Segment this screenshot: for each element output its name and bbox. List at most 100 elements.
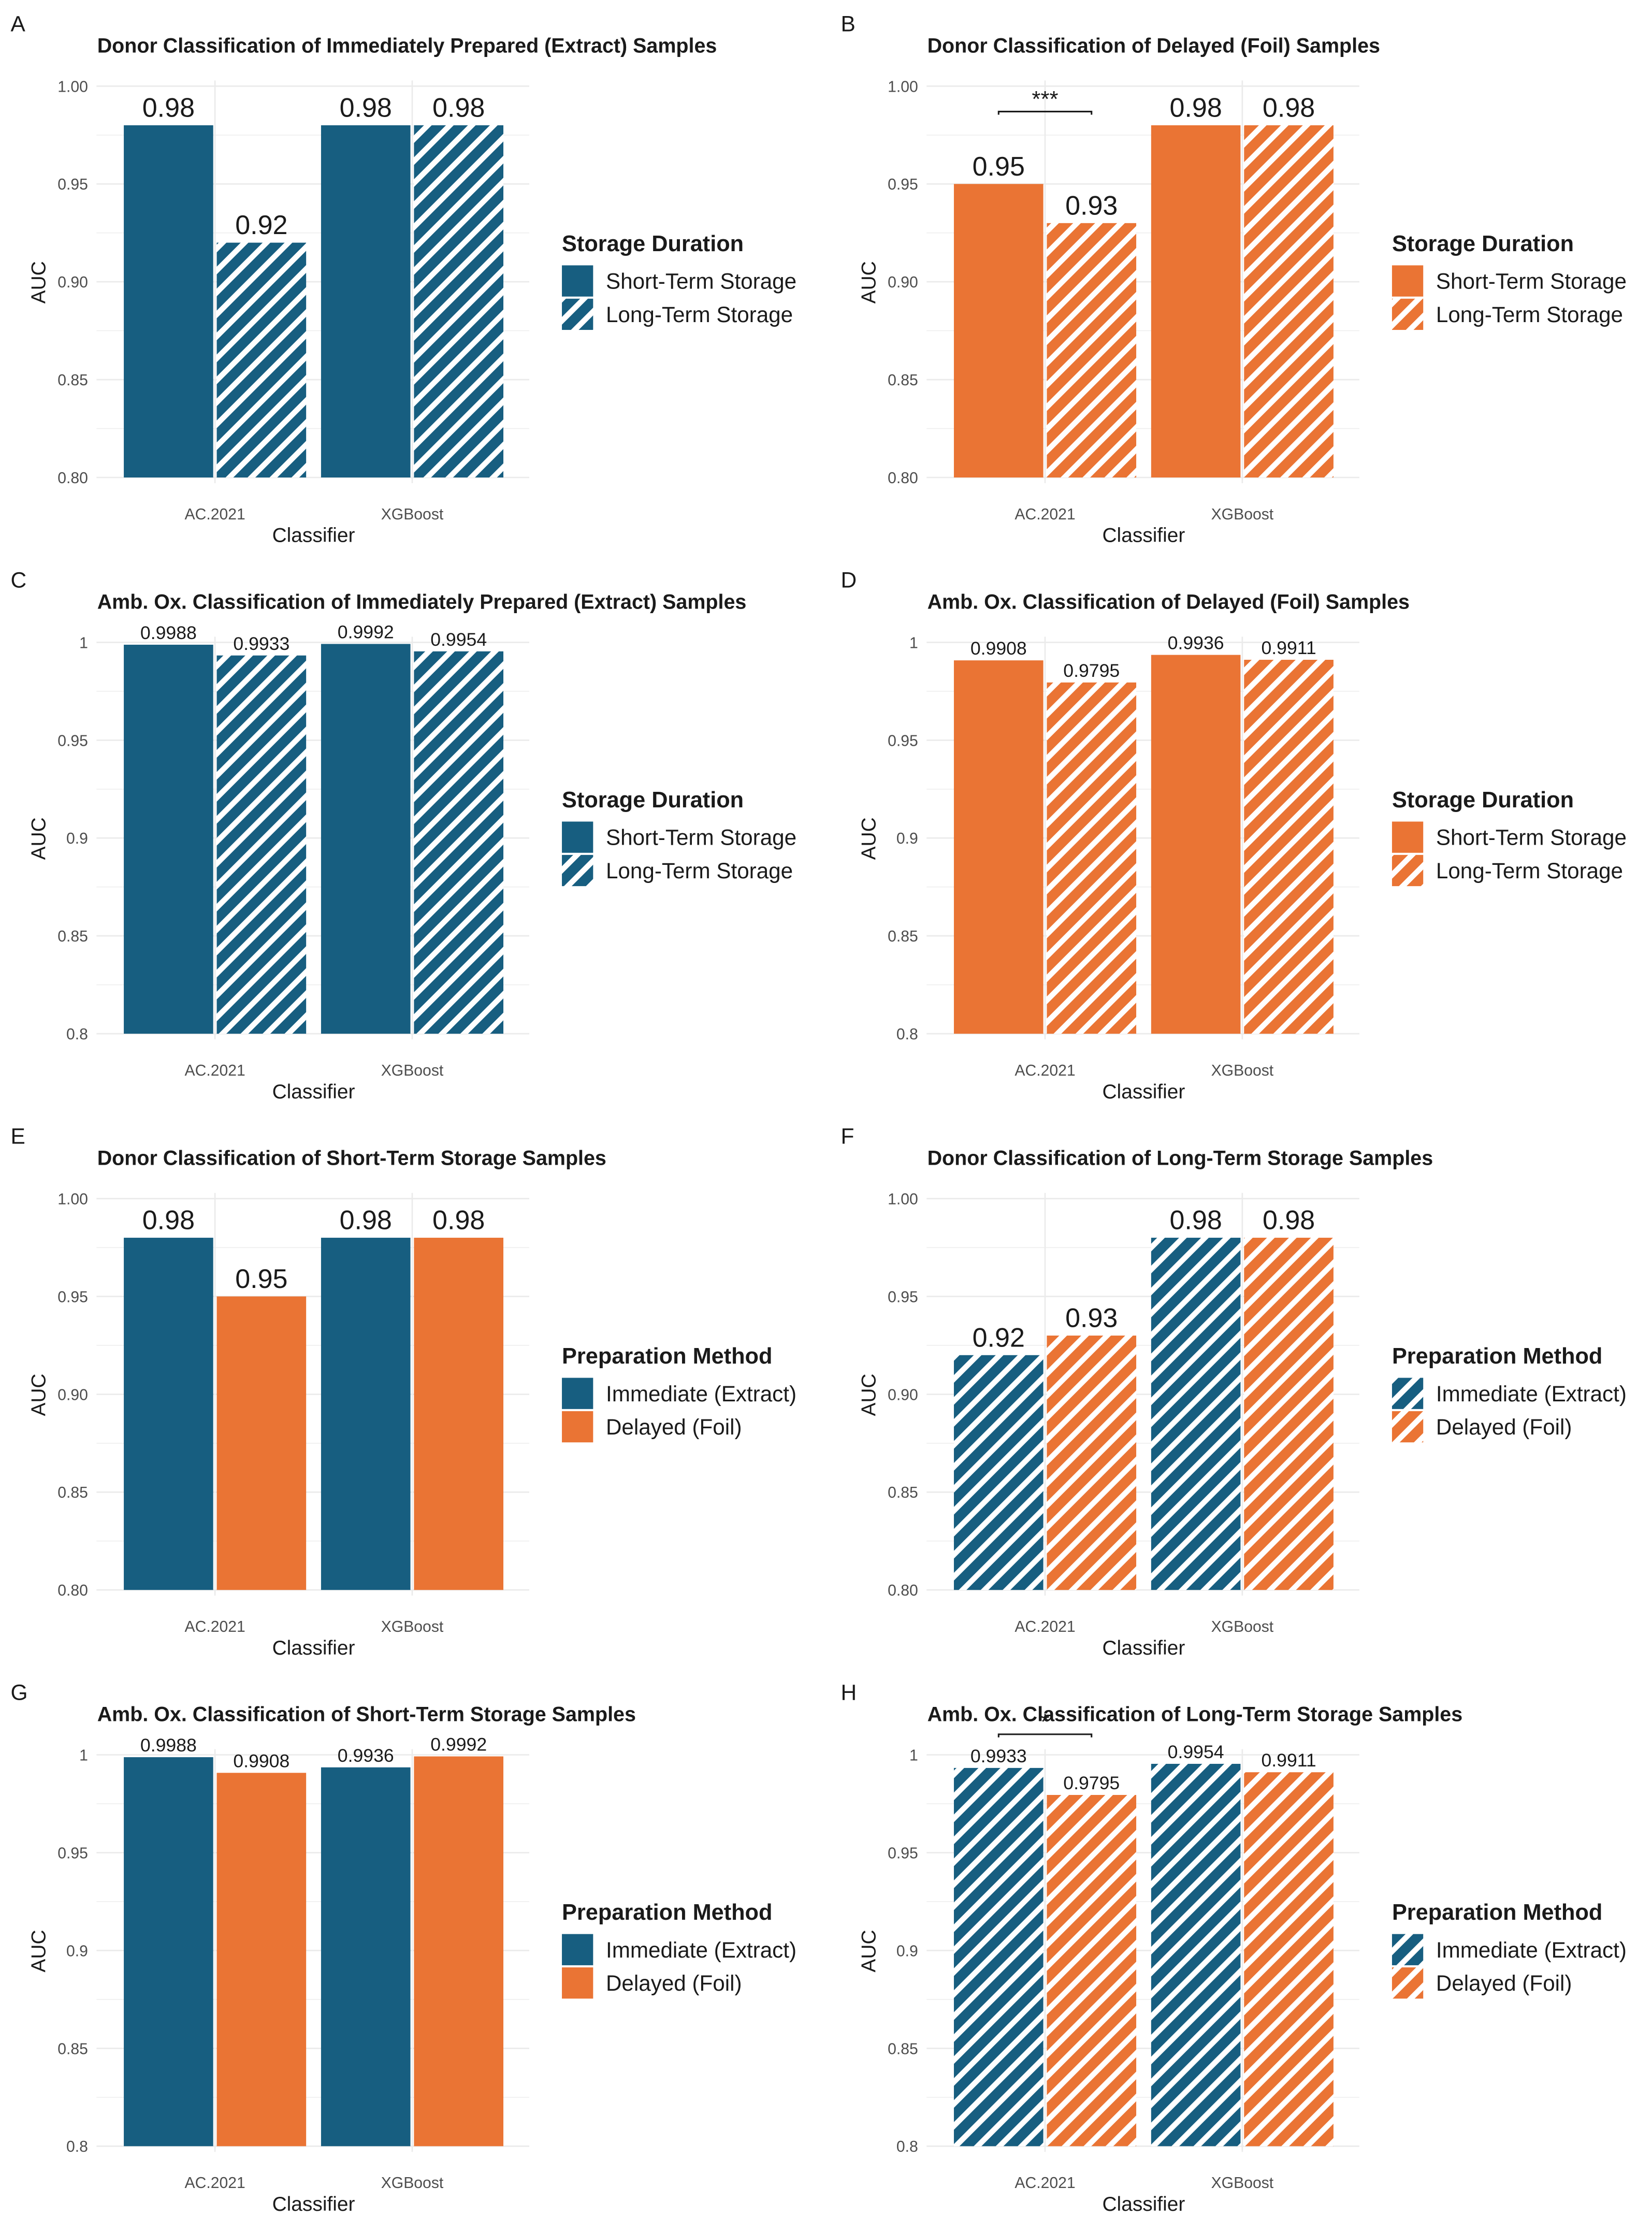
panel-letter: H [841,1680,857,1705]
y-tick-label: 0.80 [57,470,88,487]
x-axis-label: Classifier [1102,525,1185,547]
x-tick-label: AC.2021 [1015,2175,1075,2192]
legend: Preparation Method Immediate (Extract) Del… [562,1900,796,1999]
y-tick-label: 0.9 [896,1943,918,1960]
legend-key [1392,1378,1424,1409]
significance-bracket [997,1733,1093,1737]
y-tick-label: 0.80 [57,1582,88,1599]
x-tick-label: XGBoost [381,1618,444,1635]
legend-entry-label: Immediate (Extract) [606,1938,796,1962]
y-tick-label: 1.00 [57,1191,88,1208]
y-tick-label: 0.95 [888,1845,918,1862]
y-tick-label: 1 [909,634,918,651]
data-label: 0.9795 [1063,1773,1120,1793]
x-tick-label: XGBoost [381,1062,444,1079]
data-label: 0.9908 [970,638,1027,659]
data-label: 0.98 [432,1206,485,1236]
legend-entry-label: Short-Term Storage [1436,269,1627,294]
x-axis-label: Classifier [1102,2193,1185,2215]
bar-immediate-extract-xgboost [321,1238,411,1590]
legend-key [562,1378,593,1409]
legend-entry-label: Short-Term Storage [606,269,796,294]
data-label: 0.9911 [1261,637,1316,658]
y-axis-label: AUC [28,1373,50,1416]
y-tick-label: 0.95 [888,732,918,749]
y-tick-label: 0.80 [888,1582,918,1599]
legend-entry-label: Immediate (Extract) [1436,1938,1627,1962]
data-label: 0.9992 [430,1734,487,1755]
legend-key [562,854,593,887]
bar-immediate-extract-ac2021 [124,1757,213,2147]
data-label: 0.9936 [338,1745,394,1766]
y-axis-label: AUC [28,1930,50,1972]
y-axis-label: AUC [28,261,50,303]
bar-short-term-storage-xgboost [321,644,411,1034]
panel-b: B Donor Classification of Delayed (Foil) … [841,11,1627,546]
legend-key [562,298,593,330]
y-tick-label: 0.95 [57,732,88,749]
bar-delayed-foil-ac2021 [1047,1795,1137,2147]
chart-title: Amb. Ox. Classification of Long-Term Sto… [928,1703,1463,1726]
bar-delayed-foil-xgboost [1244,1772,1334,2147]
legend-entry-label: Long-Term Storage [1436,859,1623,883]
x-tick-label: XGBoost [381,2175,444,2192]
x-axis-label: Classifier [272,1637,355,1659]
bar-immediate-extract-ac2021 [953,1767,1044,2147]
y-tick-label: 0.90 [888,274,918,291]
bar-long-term-storage-ac2021 [1047,223,1137,478]
panel-f: F Donor Classification of Long-Term Stora… [841,1124,1626,1659]
x-tick-label: XGBoost [1211,2175,1274,2192]
legend-title: Preparation Method [562,1900,772,1925]
panel-g: G Amb. Ox. Classification of Short-Term S… [11,1680,796,2215]
legend: Preparation Method Immediate (Extract) Del… [562,1344,796,1443]
y-tick-label: 0.8 [66,2138,88,2155]
data-label: 0.93 [1065,191,1118,221]
bar-long-term-storage-xgboost [414,651,504,1034]
y-tick-label: 0.8 [896,1026,918,1043]
panel-letter: B [841,11,855,36]
legend-key [562,1934,593,1965]
data-label: 0.9954 [430,629,487,650]
legend-entry-label: Delayed (Foil) [606,1971,742,1995]
bar-long-term-storage-xgboost [414,125,504,478]
legend-title: Storage Duration [1392,788,1574,813]
legend-key [562,821,593,853]
legend: Storage Duration Short-Term Storage Long-T… [1392,231,1627,330]
bar-delayed-foil-ac2021 [216,1296,307,1590]
legend-entry-label: Long-Term Storage [1436,302,1623,327]
bar-short-term-storage-ac2021 [953,660,1044,1034]
data-label: 0.9908 [233,1750,289,1771]
legend-title: Preparation Method [562,1344,772,1369]
x-axis-label: Classifier [272,525,355,547]
x-tick-label: XGBoost [381,506,444,523]
legend-key [1392,265,1424,297]
bar-short-term-storage-xgboost [1151,655,1241,1034]
panel-h: H Amb. Ox. Classification of Long-Term St… [841,1680,1626,2215]
y-tick-label: 0.9 [66,830,88,847]
chart-title: Donor Classification of Delayed (Foil) S… [928,34,1380,57]
x-tick-label: AC.2021 [184,1618,245,1635]
x-tick-label: XGBoost [1211,506,1274,523]
x-axis-label: Classifier [1102,1637,1185,1659]
legend-entry-label: Delayed (Foil) [1436,1971,1572,1995]
x-axis-label: Classifier [1102,1081,1185,1103]
bar-long-term-storage-ac2021 [216,655,307,1034]
data-label: 0.9911 [1261,1750,1316,1771]
chart-title: Donor Classification of Short-Term Stora… [97,1147,606,1170]
y-tick-label: 0.95 [888,1288,918,1306]
y-axis-label: AUC [858,1930,880,1972]
panel-d: D Amb. Ox. Classification of Delayed (Foi… [841,568,1627,1103]
significance-label: *** [1032,86,1058,112]
data-label: 0.98 [340,93,392,123]
y-tick-label: 1 [79,1747,88,1764]
panel-letter: F [841,1124,854,1148]
data-label: 0.9795 [1063,660,1120,681]
data-label: 0.93 [1065,1303,1118,1334]
bar-delayed-foil-xgboost [1244,1238,1334,1590]
bar-delayed-foil-xgboost [414,1756,504,2147]
bar-immediate-extract-xgboost [1151,1238,1241,1590]
bar-immediate-extract-ac2021 [953,1355,1044,1590]
legend-title: Storage Duration [562,231,744,256]
legend: Storage Duration Short-Term Storage Long-T… [1392,788,1627,887]
panel-letter: G [11,1680,28,1705]
